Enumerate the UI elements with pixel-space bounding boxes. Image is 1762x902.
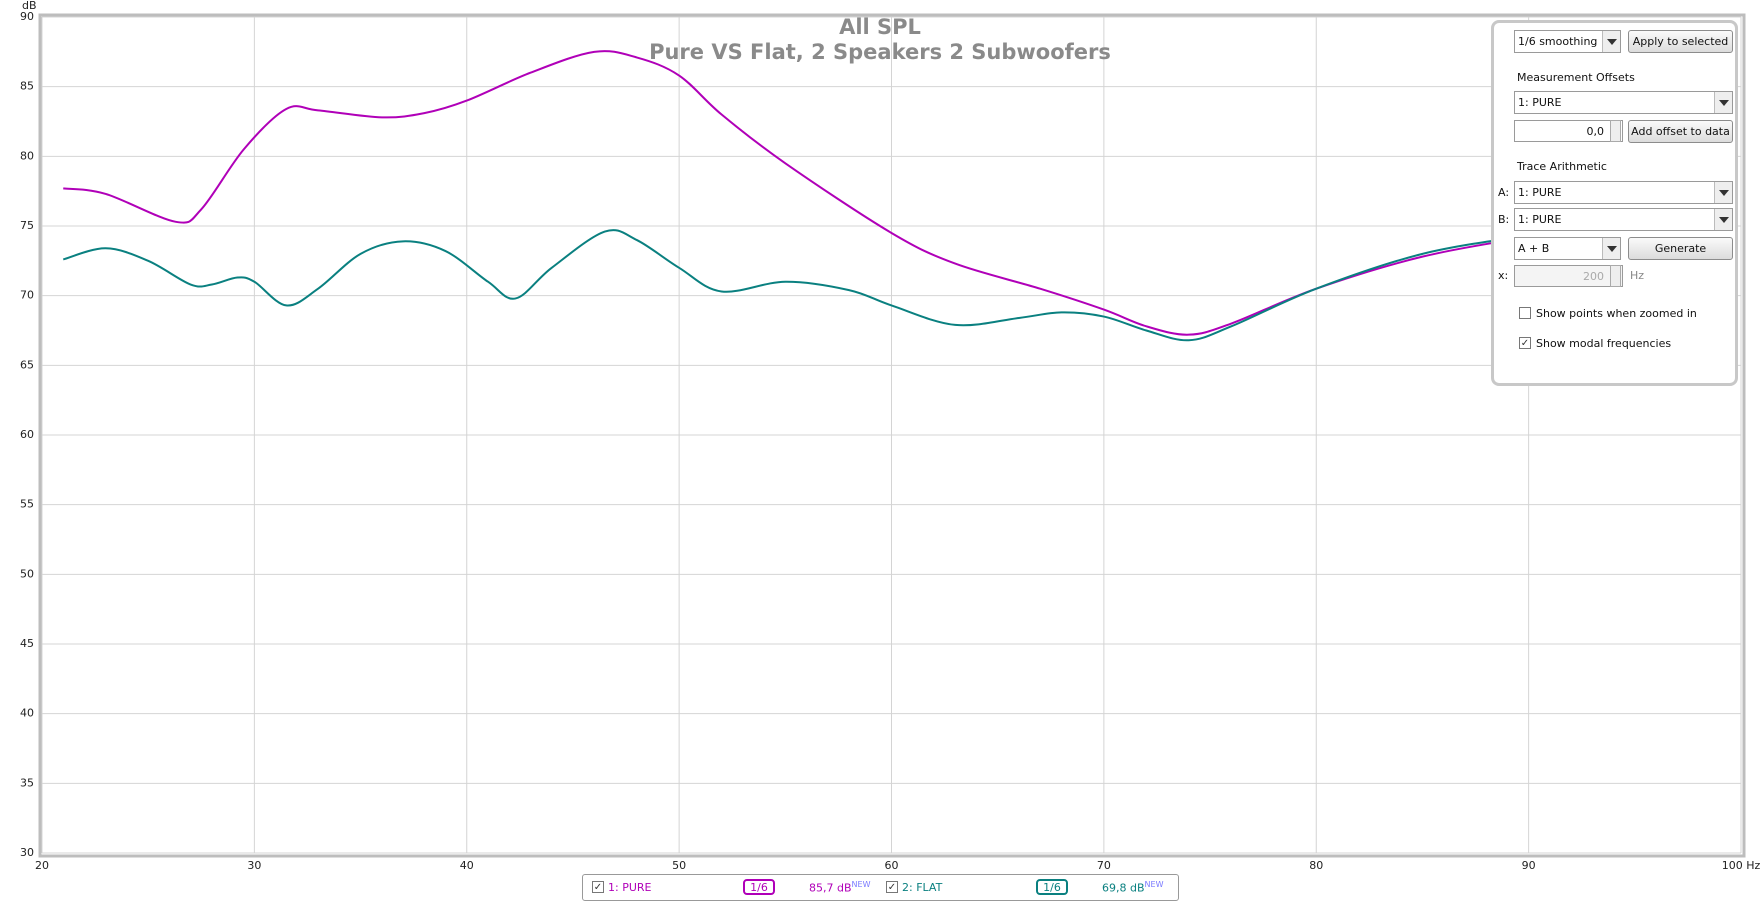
legend-name: 1: PURE	[608, 881, 652, 894]
x-tick-label: 30	[247, 859, 261, 872]
dropdown-arrow	[1714, 92, 1732, 113]
apply-button[interactable]: Apply to selected	[1628, 30, 1733, 53]
operation-value: A + B	[1518, 242, 1550, 255]
x-tick-label: 70	[1097, 859, 1111, 872]
y-axis-label: dB	[22, 0, 37, 12]
legend-checkbox[interactable]: ✓	[886, 881, 898, 893]
y-tick-label: 50	[20, 567, 34, 580]
y-tick-label: 75	[20, 219, 34, 232]
add-offset-button[interactable]: Add offset to data	[1628, 120, 1733, 143]
series-line	[62, 229, 1572, 342]
x-tick-label: 90	[1522, 859, 1536, 872]
level-text: 69,8 dB	[1102, 881, 1145, 895]
x-tick-label: 50	[672, 859, 686, 872]
smoothing-icon[interactable]: 1/6	[743, 879, 775, 895]
offset-spinner[interactable]	[1610, 120, 1621, 142]
x-tick-label: 20	[35, 859, 49, 872]
y-tick-label: 60	[20, 428, 34, 441]
x-tick-label: 80	[1309, 859, 1323, 872]
dropdown-arrow	[1714, 182, 1732, 203]
arithmetic-label: Trace Arithmetic	[1517, 160, 1607, 173]
legend	[582, 874, 1179, 901]
a-select[interactable]: 1: PURE	[1514, 181, 1733, 204]
y-tick-label: 40	[20, 707, 34, 720]
smoothing-value: 1/6 smoothing	[1518, 35, 1598, 48]
a-select-value: 1: PURE	[1518, 186, 1562, 199]
x-tick-label: 40	[460, 859, 474, 872]
smoothing-icon[interactable]: 1/6	[1036, 879, 1068, 895]
y-tick-label: 80	[20, 149, 34, 162]
x-tick-label: 60	[885, 859, 899, 872]
b-select-value: 1: PURE	[1518, 213, 1562, 226]
dropdown-arrow	[1602, 31, 1620, 52]
legend-level: 85,7 dBNEW	[809, 880, 870, 895]
y-tick-label: 45	[20, 637, 34, 650]
offsets-select[interactable]: 1: PURE	[1514, 91, 1733, 114]
y-tick-label: 70	[20, 289, 34, 302]
show-points-label: Show points when zoomed in	[1536, 307, 1697, 320]
offsets-label: Measurement Offsets	[1517, 71, 1635, 84]
dropdown-arrow	[1714, 209, 1732, 230]
show-points-checkbox[interactable]	[1519, 307, 1531, 319]
y-tick-label: 30	[20, 846, 34, 859]
legend-name: 2: FLAT	[902, 881, 943, 894]
plot-frame	[38, 13, 1746, 858]
y-tick-label: 35	[20, 776, 34, 789]
show-modal-checkbox[interactable]: ✓	[1519, 337, 1531, 349]
x-unit: Hz	[1630, 269, 1645, 282]
chart-subtitle: Pure VS Flat, 2 Speakers 2 Subwoofers	[649, 40, 1111, 64]
dropdown-arrow	[1602, 238, 1620, 259]
badge: NEW	[851, 880, 871, 889]
b-select[interactable]: 1: PURE	[1514, 208, 1733, 231]
legend-level: 69,8 dBNEW	[1102, 880, 1163, 895]
y-tick-label: 90	[20, 10, 34, 23]
generate-button[interactable]: Generate	[1628, 237, 1733, 260]
offsets-select-value: 1: PURE	[1518, 96, 1562, 109]
chart-title: All SPL	[839, 15, 921, 39]
y-tick-label: 85	[20, 80, 34, 93]
b-label: B:	[1498, 213, 1510, 226]
series-line	[63, 50, 1572, 336]
y-tick-label: 65	[20, 358, 34, 371]
badge: NEW	[1144, 880, 1164, 889]
offset-input[interactable]: 0,0	[1514, 120, 1623, 142]
operation-select[interactable]: A + B	[1514, 237, 1621, 260]
x-tick-label: 100 Hz	[1722, 859, 1761, 872]
x-input: 200	[1514, 265, 1623, 287]
y-tick-label: 55	[20, 498, 34, 511]
show-modal-label: Show modal frequencies	[1536, 337, 1672, 350]
legend-checkbox[interactable]: ✓	[592, 881, 604, 893]
x-label: x:	[1498, 269, 1509, 282]
a-label: A:	[1498, 186, 1510, 199]
smoothing-select[interactable]: 1/6 smoothing	[1514, 30, 1621, 53]
x-spinner	[1610, 265, 1621, 287]
level-text: 85,7 dB	[809, 881, 852, 895]
